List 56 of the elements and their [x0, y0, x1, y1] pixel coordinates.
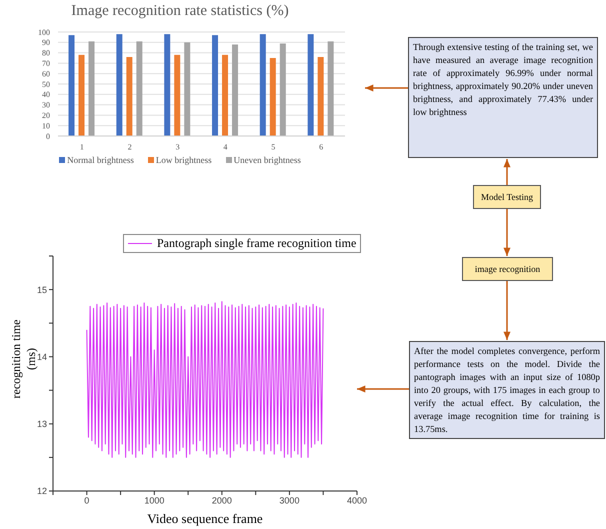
y-tick-label: 30: [42, 100, 50, 110]
text: After the model completes convergence, perform performance tests on the model. Divide the pantograph images with an input size of 1080p into 20 groups, with 175 images in each group to verify the actual effect. By calculation, the average image recognition time for training is 13.75ms.: [409, 341, 605, 439]
bar: [164, 34, 170, 136]
legend-label: Uneven brightness: [234, 155, 301, 165]
x-tick-label: 5: [271, 142, 276, 152]
x-tick-label: 0: [84, 495, 90, 506]
x-tick-label: 1: [80, 142, 84, 152]
bar: [222, 54, 228, 136]
bar: [184, 42, 190, 136]
y-tick-label: 50: [42, 80, 50, 89]
x-tick-label: 2: [128, 142, 132, 152]
y-tick-label: 14: [36, 352, 47, 362]
x-tick-label: 3000: [279, 495, 300, 506]
legend-label: Normal brightness: [67, 155, 134, 165]
bar: [212, 35, 218, 136]
y-tick-label: 15: [36, 284, 47, 295]
y-tick-label: 90: [42, 38, 50, 48]
y-tick-label: 100: [38, 28, 50, 37]
y-tick-label: 12: [36, 486, 47, 496]
bar: [174, 54, 180, 136]
bar: [116, 34, 122, 136]
bar: [232, 44, 238, 136]
bar: [68, 35, 75, 136]
x-tick-label: 4000: [346, 495, 368, 506]
bar: [270, 58, 276, 136]
x-tick-label: 1000: [144, 495, 164, 506]
text: Through extensive testing of the training set, we have measured an average image recognition rate of approximately 96.99% under normal brightness, approximately 90.20% under uneven brightness, and approximately 77.43% under low brightness: [408, 37, 598, 158]
text: image recognition: [462, 257, 553, 281]
bar: [88, 41, 95, 136]
bar: [318, 56, 324, 136]
y-tick-label: 13: [36, 419, 47, 430]
y-axis-title: recognition time (ms): [9, 320, 38, 398]
bar: [308, 34, 314, 136]
bar: [328, 41, 334, 136]
y-tick-label: 0: [46, 132, 50, 141]
bar: [136, 41, 142, 136]
legend-label: Pantograph single frame recognition time: [157, 236, 356, 251]
y-tick-label: 60: [42, 69, 50, 78]
x-tick-label: 3: [176, 142, 180, 152]
x-tick-label: 2000: [212, 495, 232, 506]
y-tick-label: 10: [42, 121, 50, 130]
chart-title: Image recognition rate statistics (%): [70, 3, 290, 20]
x-tick-label: 4: [223, 142, 228, 152]
bar: [260, 34, 266, 136]
y-tick-label: 40: [42, 90, 50, 100]
y-tick-label: 20: [42, 111, 50, 120]
text: Model Testing: [473, 185, 541, 209]
y-tick-label: 70: [42, 59, 50, 68]
line-series: [86, 301, 324, 458]
bar: [78, 54, 85, 136]
bar: [126, 56, 132, 136]
x-tick-label: 6: [319, 142, 324, 152]
x-axis-title: Video sequence frame: [146, 511, 264, 527]
y-tick-label: 80: [42, 48, 50, 58]
legend-label: Low brightness: [156, 155, 212, 165]
bar: [280, 43, 286, 136]
